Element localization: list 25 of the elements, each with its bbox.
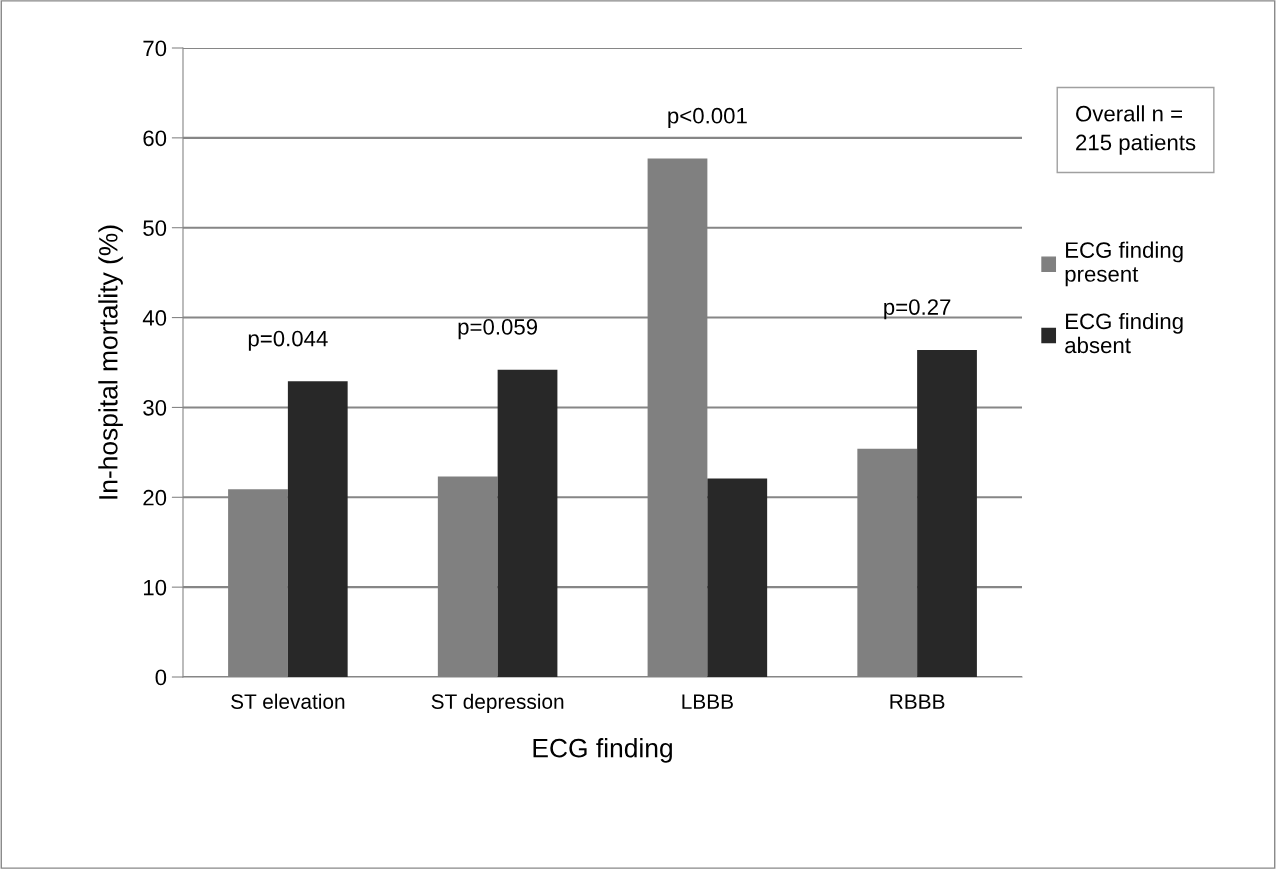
y-tick-label: 40 <box>142 310 167 326</box>
y-tick-label: 30 <box>143 399 167 416</box>
y-tick-label: 50 <box>143 220 167 236</box>
legend-label: ECG finding absent <box>1065 312 1183 354</box>
bar <box>497 369 558 677</box>
x-tick-label: LBBB <box>682 694 733 709</box>
annotation: p=0.27 <box>884 299 951 320</box>
legend-label: ECG finding present <box>1065 241 1183 287</box>
y-tick-label: 60 <box>143 130 167 147</box>
x-axis-title: ECG finding <box>533 738 672 763</box>
y-tick-label: 0 <box>155 669 167 686</box>
x-tick-label: ST depression <box>431 693 564 714</box>
bar <box>707 478 768 677</box>
y-tick-label: 70 <box>143 40 167 57</box>
annotation: p=0.059 <box>458 319 538 340</box>
x-tick-label: RBBB <box>890 694 945 709</box>
bar <box>917 349 977 677</box>
annotation: p=0.044 <box>248 330 328 351</box>
y-tick-label: 10 <box>144 579 167 596</box>
y-tick-label: 20 <box>143 489 167 506</box>
text: Overall n = 215 patients <box>1076 105 1196 155</box>
bar <box>287 381 348 677</box>
x-tick-label: ST elevation <box>231 693 345 709</box>
annotation: p<0.001 <box>668 107 747 128</box>
y-axis-title: In-hospital mortality (%) <box>98 225 123 499</box>
